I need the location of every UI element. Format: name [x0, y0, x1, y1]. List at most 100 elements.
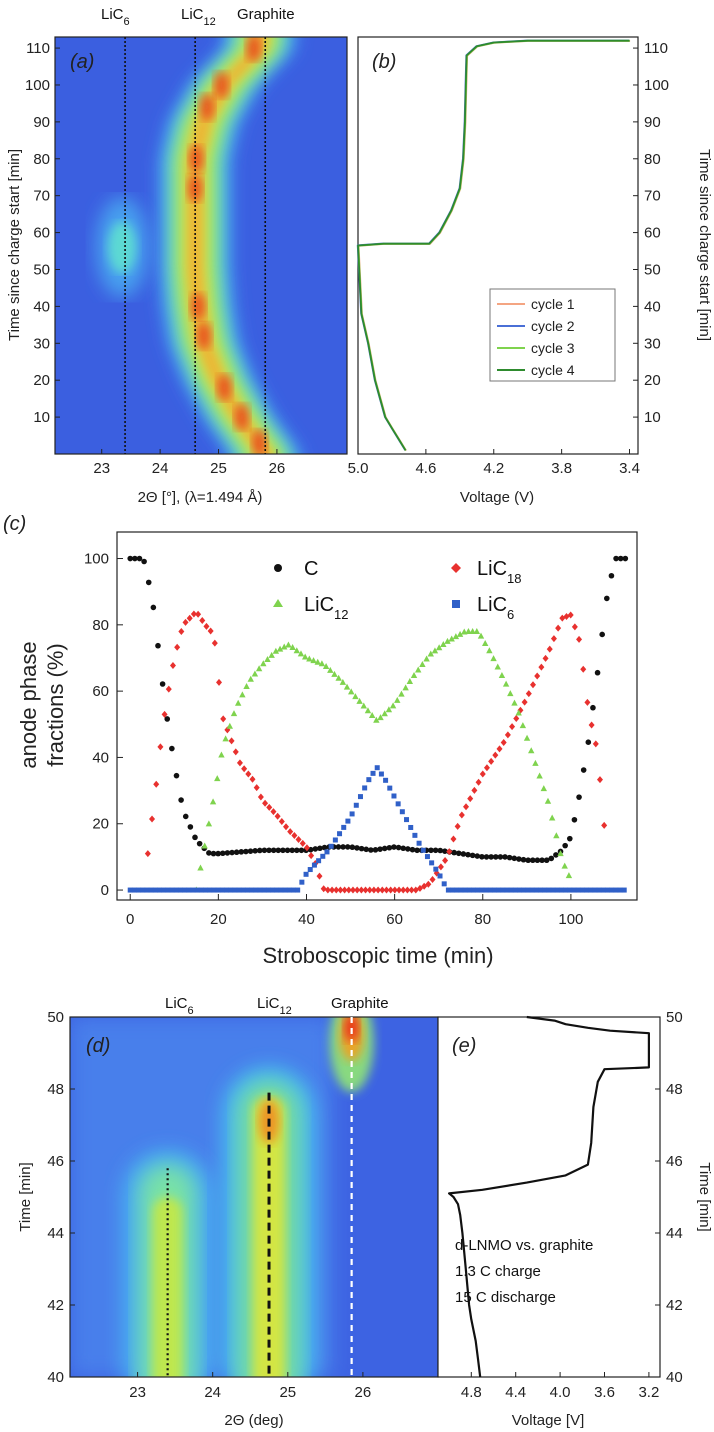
panel-c-point-c-31	[270, 847, 277, 854]
panel-e-xtick-label-4.4: 4.4	[505, 1384, 526, 1401]
panel-e-letter: (e)	[452, 1035, 476, 1057]
panel-c-point-lic12-55	[423, 655, 430, 662]
panel-d-ytick-label-50: 50	[47, 1009, 64, 1026]
panel-c-point-lic18-91	[525, 690, 532, 698]
panel-c-point-lic12-75	[507, 690, 514, 697]
panel-c-ytick-label-0: 0	[101, 882, 109, 899]
panel-c-point-lic12-44	[377, 714, 384, 721]
panel-c-point-lic6-1	[131, 887, 137, 893]
panel-c-point-lic18-108	[596, 776, 603, 784]
panel-c-point-lic18-47	[341, 886, 348, 894]
panel-c-point-lic12-13	[247, 675, 254, 682]
panel-c-point-c-54	[377, 846, 383, 852]
panel-c-point-lic12-24	[293, 647, 300, 654]
legend-marker-c	[274, 564, 282, 572]
panel-b-letter: (b)	[372, 51, 396, 73]
panel-a-letter: (a)	[70, 51, 94, 73]
panel-a-xlabel: 2Θ [°], (λ=1.494 Å)	[138, 489, 263, 506]
panel-c-point-lic18-39	[308, 852, 315, 860]
panel-c-point-c-50	[358, 845, 365, 852]
panel-c-point-c-33	[280, 847, 286, 854]
panel-c-point-lic12-50	[402, 684, 409, 691]
panel-c-point-lic6-118	[621, 887, 627, 893]
panel-c-point-c-19	[215, 850, 221, 857]
panel-c-point-lic6-110	[588, 887, 594, 893]
panel-c-point-c-91	[548, 855, 555, 862]
panel-c-point-lic18-78	[471, 786, 478, 794]
panel-c-point-lic18-42	[320, 885, 327, 893]
panel-e-annotation-3: 15 C discharge	[455, 1289, 556, 1306]
panel-c-point-lic6-24	[228, 887, 234, 893]
panel-c-point-lic12-69	[481, 639, 489, 646]
panel-c-point-lic12-7	[222, 735, 229, 742]
panel-a-label-graphite: Graphite	[237, 6, 295, 23]
panel-e-frame	[437, 1016, 661, 1378]
panel-c-point-lic12-58	[435, 644, 443, 651]
panel-c-point-lic18-48	[345, 886, 352, 894]
panel-c-point-lic18-8	[178, 627, 185, 635]
panel-c-point-c-74	[469, 852, 476, 859]
panel-d-xtick-label-24: 24	[204, 1384, 221, 1401]
panel-c-point-lic6-82	[471, 887, 477, 893]
panel-c-point-lic6-41	[299, 879, 305, 885]
panel-c-point-lic6-20	[211, 887, 217, 893]
panel-c-point-lic18-44	[329, 886, 336, 894]
panel-c-point-lic18-75	[458, 811, 465, 819]
panel-c-point-lic6-74	[437, 873, 443, 879]
panel-c-point-lic12-54	[419, 661, 426, 668]
panel-c-point-lic6-105	[567, 887, 573, 893]
panel-b-legend: cycle 1 cycle 2 cycle 3 cycle 4	[489, 288, 616, 382]
panel-c-point-c-28	[256, 847, 263, 854]
panel-c-point-lic18-16	[211, 639, 218, 647]
panel-c-point-lic18-29	[266, 803, 273, 811]
panel-a-ytick-label-100: 100	[25, 77, 50, 94]
panel-c-point-lic6-102	[554, 887, 560, 893]
panel-c-point-lic18-49	[349, 886, 356, 894]
panel-c-point-lic6-45	[316, 858, 322, 864]
legend-label-lic18: LiC18	[477, 558, 521, 586]
panel-b-line-cycle-4	[357, 39, 630, 451]
panel-c-point-c-51	[363, 846, 370, 853]
panel-c-point-lic12-41	[364, 707, 372, 714]
panel-c-point-lic6-94	[521, 887, 527, 893]
panel-a-xtick-label-25: 25	[210, 460, 227, 477]
panel-a-ytick-label-10: 10	[33, 409, 50, 426]
panel-c-point-lic18-13	[199, 617, 206, 625]
panel-c-point-lic18-109	[601, 821, 608, 829]
panel-a-ytick-label-60: 60	[33, 225, 50, 242]
panel-b-xtick-label-3.4: 3.4	[619, 460, 640, 477]
panel-c-point-lic6-31	[257, 887, 263, 893]
panel-c-point-lic6-7	[157, 887, 163, 893]
panel-c-point-c-101	[594, 669, 601, 676]
panel-c-point-lic18-83	[492, 751, 499, 759]
panel-c-point-lic18-27	[257, 793, 264, 801]
panel-c-point-c-95	[566, 835, 573, 842]
panel-c-point-c-52	[368, 847, 374, 853]
panel-c-point-lic6-37	[282, 887, 288, 893]
panel-c-point-c-99	[585, 739, 592, 745]
panel-c-point-c-73	[465, 851, 471, 858]
panel-c-point-c-56	[386, 844, 393, 851]
panel-c-point-lic12-59	[440, 641, 447, 648]
panel-c-point-lic6-3	[140, 887, 146, 893]
panel-c-point-lic12-34	[335, 674, 342, 681]
panel-c-point-lic12-80	[528, 747, 535, 754]
panel-c-point-lic6-62	[387, 785, 393, 791]
panel-c-point-c-84	[516, 856, 522, 862]
panel-c-point-lic6-106	[571, 887, 577, 893]
panel-b-ytick-label-70: 70	[644, 188, 661, 205]
panel-c-point-c-47	[344, 844, 351, 850]
panel-c-point-lic6-101	[550, 887, 556, 893]
panel-d-lic6-inner	[152, 1197, 183, 1377]
panel-c-xlabel: Stroboscopic time (min)	[262, 943, 493, 968]
panel-c-ytick-label-40: 40	[92, 749, 109, 766]
panel-c-point-c-102	[599, 631, 605, 638]
panel-c-point-lic12-32	[327, 666, 334, 673]
panel-c-ylabel-line2: fractions (%)	[43, 643, 68, 766]
panel-c-point-lic12-30	[318, 660, 326, 667]
panel-c-point-lic18-50	[354, 886, 361, 894]
panel-c-point-lic6-100	[546, 887, 552, 893]
panel-c-point-lic18-82	[488, 757, 495, 765]
panel-c-point-lic6-11	[173, 887, 179, 893]
panel-c-point-lic18-56	[379, 886, 386, 894]
